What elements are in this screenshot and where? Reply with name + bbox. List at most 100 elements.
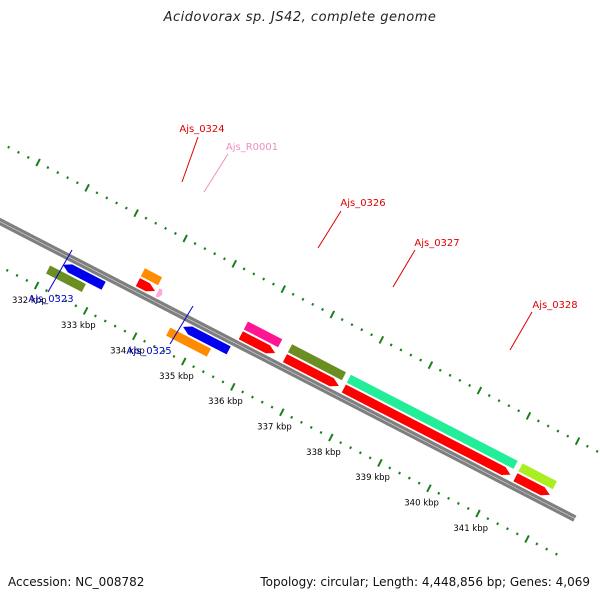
inner-tick-minor bbox=[103, 319, 107, 323]
outer-tick-minor bbox=[399, 348, 403, 352]
scale-label: 333 kbp bbox=[61, 321, 96, 331]
inner-tick-minor bbox=[192, 365, 195, 369]
outer-tick-minor bbox=[17, 150, 20, 154]
outer-tick-minor bbox=[203, 247, 207, 251]
outer-tick-minor bbox=[468, 383, 472, 387]
outer-tick-minor bbox=[566, 434, 570, 438]
inner-tick-major bbox=[279, 408, 285, 417]
inner-tick-minor bbox=[515, 532, 519, 536]
outer-tick-minor bbox=[174, 231, 177, 235]
map-title: Acidovorax sp. JS42, complete genome bbox=[163, 10, 437, 25]
gene-arrow-ajs-0328 bbox=[341, 384, 511, 475]
outer-tick-minor bbox=[497, 399, 501, 403]
scale-label: 337 kbp bbox=[257, 422, 292, 432]
outer-tick-major bbox=[84, 183, 90, 192]
cog-category-bar-ajs-0324 bbox=[140, 268, 163, 286]
outer-tick-minor bbox=[409, 353, 413, 357]
inner-tick-major bbox=[524, 534, 530, 543]
outer-tick-minor bbox=[585, 444, 589, 448]
inner-tick-minor bbox=[368, 456, 372, 460]
cog-category-bar-ajs-0327 bbox=[287, 344, 346, 381]
inner-tick-major bbox=[82, 306, 89, 315]
inner-tick-minor bbox=[555, 552, 558, 556]
outer-tick-minor bbox=[164, 226, 167, 230]
gene-arrow-ajs-0326 bbox=[238, 331, 276, 354]
scale-label: 341 kbp bbox=[453, 524, 488, 534]
outer-tick-minor bbox=[311, 302, 315, 306]
outer-tick-minor bbox=[438, 368, 442, 372]
inner-tick-minor bbox=[388, 466, 392, 470]
gene-label-ajs-0324: Ajs_0324 bbox=[179, 124, 224, 135]
inner-tick-major bbox=[426, 484, 432, 493]
inner-tick-major bbox=[377, 458, 383, 467]
gene-arrow-ajs-0324 bbox=[135, 278, 155, 292]
cog-category-bar-ajs-0325 bbox=[166, 327, 211, 357]
cog-category-bar-ajs-0323 bbox=[46, 265, 86, 292]
inner-tick-major bbox=[132, 332, 138, 341]
outer-tick-major bbox=[476, 386, 483, 395]
inner-tick-minor bbox=[162, 349, 166, 353]
inner-tick-minor bbox=[152, 344, 156, 348]
outer-tick-major bbox=[182, 234, 188, 243]
outer-tick-minor bbox=[389, 343, 393, 347]
outer-tick-minor bbox=[66, 176, 69, 180]
outer-tick-minor bbox=[507, 404, 511, 408]
leader-line-ajs-0324 bbox=[181, 136, 199, 183]
gene-label-ajs-0327: Ajs_0327 bbox=[414, 238, 459, 249]
scale-label: 339 kbp bbox=[355, 473, 390, 483]
inner-tick-minor bbox=[398, 471, 401, 475]
topology-label: Topology: circular; Length: 4,448,856 bp… bbox=[260, 575, 590, 589]
outer-tick-minor bbox=[448, 373, 452, 377]
outer-tick-minor bbox=[252, 272, 256, 276]
gene-arrow-ajs-0325 bbox=[183, 326, 231, 355]
inner-tick-minor bbox=[241, 390, 245, 394]
inner-tick-minor bbox=[349, 446, 352, 450]
scale-label: 340 kbp bbox=[404, 499, 439, 509]
outer-tick-minor bbox=[291, 292, 295, 296]
inner-tick-major bbox=[230, 382, 236, 391]
gene-arrow-ajs-r0001 bbox=[155, 288, 163, 298]
gene-label-ajs-0323: Ajs_0323 bbox=[28, 294, 73, 305]
gene-label-ajs-0328: Ajs_0328 bbox=[532, 300, 577, 311]
outer-tick-minor bbox=[213, 252, 217, 256]
leader-line-ajs-r0001 bbox=[203, 153, 229, 193]
outer-tick-minor bbox=[242, 267, 246, 271]
cog-category-bar-next bbox=[518, 463, 557, 490]
inner-tick-minor bbox=[270, 405, 274, 409]
outer-tick-major bbox=[427, 361, 434, 370]
inner-tick-minor bbox=[25, 278, 29, 282]
outer-tick-minor bbox=[301, 297, 305, 301]
scale-label: 334 kbp bbox=[110, 346, 145, 356]
outer-tick-minor bbox=[223, 257, 226, 261]
gene-label-ajs-0326: Ajs_0326 bbox=[340, 198, 385, 209]
outer-tick-minor bbox=[262, 277, 266, 281]
outer-tick-minor bbox=[193, 242, 197, 246]
inner-tick-minor bbox=[123, 329, 127, 333]
inner-tick-minor bbox=[456, 501, 460, 505]
inner-tick-minor bbox=[309, 425, 313, 429]
inner-tick-minor bbox=[506, 527, 509, 531]
outer-tick-minor bbox=[115, 201, 118, 205]
outer-tick-minor bbox=[556, 429, 560, 433]
backbone-line-1 bbox=[0, 217, 577, 519]
scale-label: 335 kbp bbox=[159, 372, 194, 382]
inner-tick-minor bbox=[535, 542, 539, 546]
leader-line-ajs-0327 bbox=[392, 249, 416, 288]
inner-tick-minor bbox=[15, 273, 19, 277]
outer-tick-minor bbox=[487, 394, 491, 398]
inner-tick-minor bbox=[74, 304, 78, 308]
inner-tick-major bbox=[181, 357, 187, 366]
leader-line-ajs-0328 bbox=[509, 311, 533, 351]
outer-tick-minor bbox=[154, 221, 158, 225]
outer-tick-minor bbox=[105, 196, 109, 200]
leader-line-ajs-0326 bbox=[317, 210, 342, 249]
cog-category-bar-ajs-0326 bbox=[243, 321, 283, 348]
outer-tick-major bbox=[133, 209, 139, 218]
inner-tick-minor bbox=[211, 375, 215, 379]
outer-tick-minor bbox=[56, 171, 60, 175]
outer-tick-minor bbox=[144, 216, 148, 220]
inner-tick-minor bbox=[201, 370, 205, 374]
outer-tick-major bbox=[378, 335, 385, 344]
leader-line-ajs-0323 bbox=[47, 249, 73, 293]
